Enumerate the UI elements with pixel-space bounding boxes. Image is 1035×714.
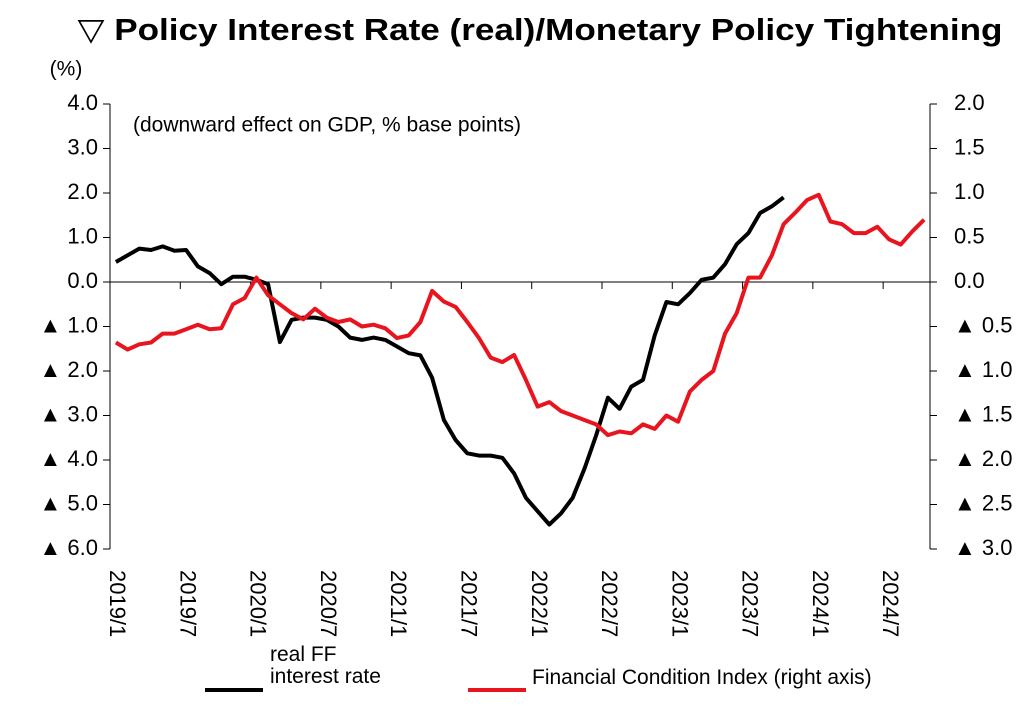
series-line — [114, 192, 926, 438]
y-tick-label: ▲ 3.0 — [40, 401, 98, 426]
y2-tick-label: ▲ 2.5 — [954, 490, 1012, 515]
y-tick-label: ▲ 6.0 — [40, 535, 98, 560]
x-tick-label: 2024/7 — [878, 570, 903, 637]
annotation: (downward effect on GDP, % base points) — [133, 114, 521, 137]
legend-label: Financial Condition Index (right axis) — [532, 666, 872, 689]
legend-label: real FF interest rate — [270, 643, 381, 688]
y2-tick-label: ▲ 1.5 — [954, 401, 1012, 426]
x-tick-label: 2019/1 — [105, 570, 130, 637]
x-tick-label: 2022/1 — [527, 570, 552, 637]
x-tick-label: 2022/7 — [597, 570, 622, 637]
y-tick-label: 3.0 — [67, 134, 98, 159]
y-tick-label: ▲ 2.0 — [40, 357, 98, 382]
y-tick-label: ▲ 1.0 — [40, 312, 98, 337]
chart-title: ▽ Policy Interest Rate (real)/Monetary P… — [78, 12, 1003, 47]
x-tick-label: 2021/7 — [456, 570, 481, 637]
y-tick-label: ▲ 4.0 — [40, 446, 98, 471]
x-tick-label: 2020/7 — [316, 570, 341, 637]
y-tick-label: 1.0 — [67, 223, 98, 248]
y2-tick-label: ▲ 2.0 — [954, 446, 1012, 471]
series-line — [114, 195, 785, 527]
y-tick-label: 0.0 — [67, 268, 98, 293]
y2-tick-label: 2.0 — [954, 90, 985, 115]
y2-tick-label: 0.0 — [954, 268, 985, 293]
y-axis-label: (%) — [50, 58, 83, 81]
x-tick-label: 2021/1 — [386, 570, 411, 637]
y2-tick-label: 1.5 — [954, 134, 985, 159]
y2-tick-label: ▲ 3.0 — [954, 535, 1012, 560]
x-tick-label: 2024/1 — [808, 570, 833, 637]
y2-tick-label: 0.5 — [954, 223, 985, 248]
y2-tick-label: ▲ 1.0 — [954, 357, 1012, 382]
x-tick-label: 2020/1 — [246, 570, 271, 637]
y-tick-label: 2.0 — [67, 179, 98, 204]
x-tick-label: 2019/7 — [175, 570, 200, 637]
x-tick-label: 2023/7 — [738, 570, 763, 637]
x-tick-label: 2023/1 — [667, 570, 692, 637]
y-tick-label: 4.0 — [67, 90, 98, 115]
y2-tick-label: ▲ 0.5 — [954, 312, 1012, 337]
y2-tick-label: 1.0 — [954, 179, 985, 204]
y-tick-label: ▲ 5.0 — [40, 490, 98, 515]
